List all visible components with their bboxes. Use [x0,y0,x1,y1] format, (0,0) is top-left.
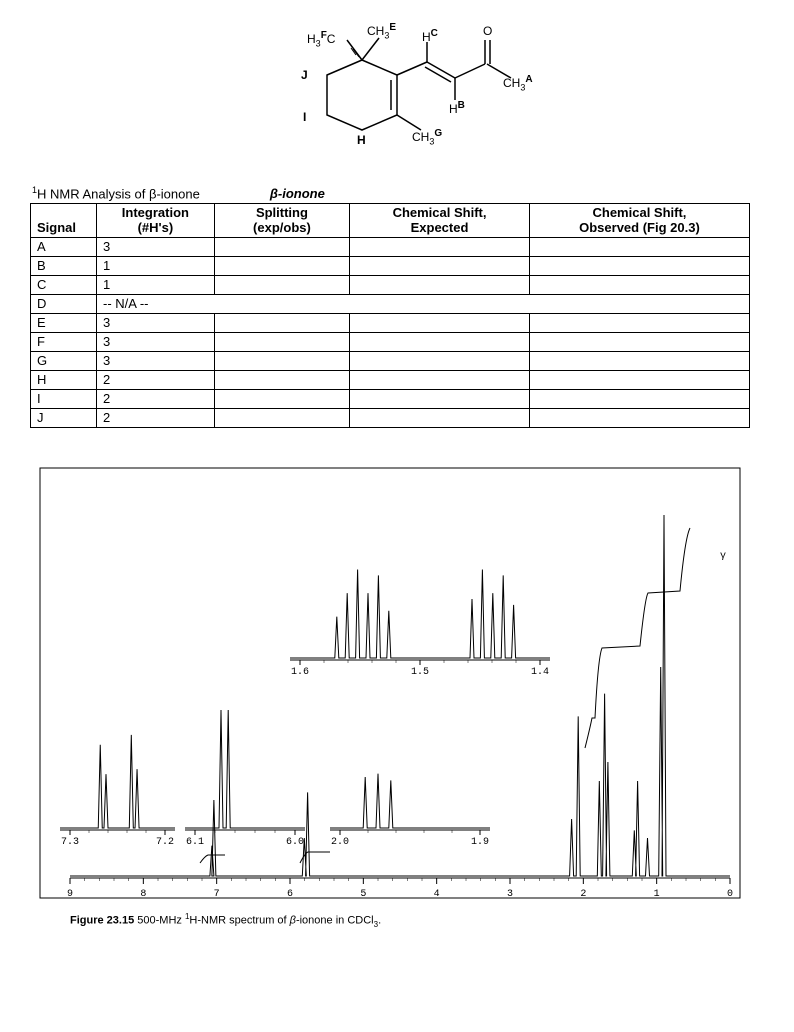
svg-text:7.3: 7.3 [61,837,79,848]
label-J: J [301,68,308,82]
label-HC: HC [422,28,438,44]
label-H: H [357,133,366,147]
col-signal: Signal [31,204,97,238]
svg-text:1.6: 1.6 [291,667,309,678]
table-row: F3 [31,332,750,351]
table-header-row: Signal Integration(#H's) Splitting(exp/o… [31,204,750,238]
col-integration: Integration(#H's) [96,204,214,238]
svg-text:6.1: 6.1 [186,837,204,848]
col-splitting: Splitting(exp/obs) [214,204,349,238]
table-row: D-- N/A -- [31,294,750,313]
svg-text:6: 6 [287,889,293,900]
table-row: B1 [31,256,750,275]
svg-text:1.9: 1.9 [471,837,489,848]
table-row: I2 [31,389,750,408]
svg-text:1: 1 [654,889,660,900]
col-expected: Chemical Shift,Expected [350,204,530,238]
table-row: H2 [31,370,750,389]
svg-text:5: 5 [360,889,366,900]
svg-text:7: 7 [214,889,220,900]
nmr-spectrum: 9 8 7 6 5 4 3 2 1 0 7.3 7.2 6.1 6.0 2.0 1.9 1.6 1.5 1.4 γ [30,458,750,908]
label-CH3A: CH3A [503,74,533,92]
figure-caption: Figure 23.15 500-MHz 1H-NMR spectrum of … [30,912,764,929]
svg-text:9: 9 [67,889,73,900]
svg-text:8: 8 [140,889,146,900]
svg-text:6.0: 6.0 [286,837,304,848]
svg-text:0: 0 [727,889,733,900]
table-row: A3 [31,237,750,256]
label-I: I [303,110,306,124]
svg-text:γ: γ [720,551,726,562]
chemical-structure: CH3E H3FC HC O CH3A HB J I H CH3G [267,20,527,175]
label-O: O [483,24,492,38]
label-CH3E: CH3E [367,22,396,40]
svg-text:3: 3 [507,889,513,900]
svg-text:4: 4 [434,889,440,900]
table-row: E3 [31,313,750,332]
label-CH3G: CH3G [412,128,442,146]
table-captions: 1H NMR Analysis of β-ionone β-ionone [30,185,764,201]
table-row: C1 [31,275,750,294]
svg-text:2.0: 2.0 [331,837,349,848]
label-H3FC: H3FC [307,30,335,48]
svg-text:2: 2 [580,889,586,900]
analysis-title: 1H NMR Analysis of β-ionone [30,185,200,201]
table-row: G3 [31,351,750,370]
label-HB: HB [449,100,465,116]
col-observed: Chemical Shift,Observed (Fig 20.3) [529,204,749,238]
svg-text:1.4: 1.4 [531,667,549,678]
nmr-table: Signal Integration(#H's) Splitting(exp/o… [30,203,750,428]
table-row: J2 [31,408,750,427]
svg-text:1.5: 1.5 [411,667,429,678]
compound-name: β-ionone [270,186,325,201]
svg-text:7.2: 7.2 [156,837,174,848]
